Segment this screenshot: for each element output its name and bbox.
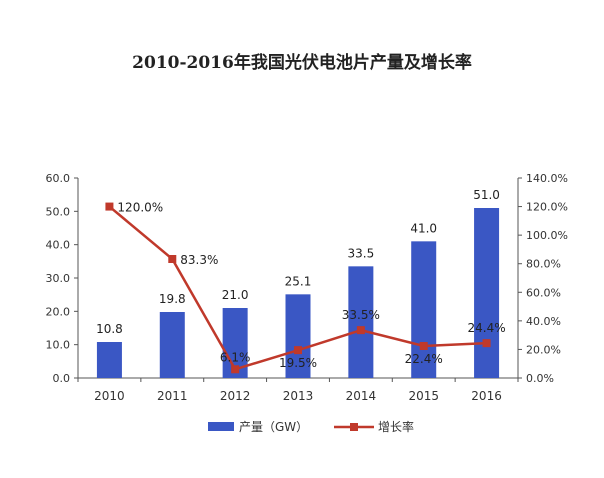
line-point bbox=[231, 365, 240, 374]
bar-value-label: 10.8 bbox=[96, 322, 123, 336]
ticks-layer: 0.0 10.0 20.0 30.0 40.0 50.0 60.0 0.0% 20.0% 40.0… bbox=[46, 172, 568, 403]
growth-value-label: 24.4% bbox=[468, 321, 506, 335]
bar bbox=[348, 266, 374, 378]
bar-value-label: 51.0 bbox=[473, 188, 500, 202]
bars-layer bbox=[96, 208, 500, 378]
line-point bbox=[294, 346, 302, 355]
right-tick-label: 100.0% bbox=[526, 229, 568, 242]
bar-value-label: 41.0 bbox=[410, 221, 437, 235]
x-tick-label: 2015 bbox=[408, 389, 439, 403]
x-tick-label: 2016 bbox=[471, 389, 502, 403]
growth-value-label: 19.5% bbox=[279, 356, 317, 370]
right-tick-label: 60.0% bbox=[526, 286, 561, 299]
data-labels-layer: 10.8 19.8 21.0 25.1 33.5 41.0 51.0 120.0% 83.3% 6… bbox=[96, 188, 506, 370]
growth-value-label: 33.5% bbox=[342, 308, 380, 322]
legend-bar-swatch bbox=[208, 422, 234, 431]
bar bbox=[285, 294, 311, 378]
bar bbox=[411, 241, 437, 378]
x-tick-label: 2010 bbox=[94, 389, 125, 403]
left-tick-label: 0.0 bbox=[53, 372, 71, 385]
bar bbox=[474, 208, 500, 378]
x-tick-label: 2012 bbox=[220, 389, 251, 403]
bar bbox=[96, 342, 122, 378]
x-tick-label: 2013 bbox=[283, 389, 314, 403]
left-tick-label: 40.0 bbox=[46, 239, 71, 252]
line-point bbox=[419, 342, 428, 350]
right-tick-label: 120.0% bbox=[526, 201, 568, 214]
line-point bbox=[356, 326, 365, 335]
line-point bbox=[482, 339, 491, 348]
right-tick-label: 40.0% bbox=[526, 315, 561, 328]
right-tick-label: 140.0% bbox=[526, 172, 568, 185]
line-layer bbox=[105, 202, 491, 374]
bar-value-label: 25.1 bbox=[285, 274, 312, 288]
x-tick-label: 2011 bbox=[157, 389, 188, 403]
left-tick-label: 30.0 bbox=[46, 272, 71, 285]
line-point bbox=[105, 202, 114, 211]
growth-value-label: 120.0% bbox=[117, 201, 163, 215]
growth-value-label: 83.3% bbox=[180, 253, 218, 267]
growth-value-label: 6.1% bbox=[220, 350, 251, 364]
right-tick-label: 0.0% bbox=[526, 372, 554, 385]
left-tick-label: 60.0 bbox=[46, 172, 71, 185]
left-tick-label: 10.0 bbox=[46, 339, 71, 352]
line-point bbox=[168, 255, 177, 263]
bar bbox=[159, 312, 185, 378]
right-tick-label: 80.0% bbox=[526, 258, 561, 271]
left-tick-label: 20.0 bbox=[46, 305, 71, 318]
growth-value-label: 22.4% bbox=[405, 352, 443, 366]
x-tick-label: 2014 bbox=[346, 389, 377, 403]
bar-value-label: 21.0 bbox=[222, 288, 249, 302]
bar-value-label: 33.5 bbox=[347, 246, 374, 260]
left-tick-label: 50.0 bbox=[46, 205, 71, 218]
legend: 产量（GW） 增长率 bbox=[208, 419, 414, 434]
chart-title: 2010-2016年我国光伏电池片产量及增长率 bbox=[132, 52, 472, 73]
right-tick-label: 20.0% bbox=[526, 343, 561, 356]
legend-line-label: 增长率 bbox=[378, 419, 414, 434]
legend-bar-label: 产量（GW） bbox=[239, 420, 308, 434]
legend-line-marker bbox=[350, 423, 358, 431]
bar-value-label: 19.8 bbox=[159, 292, 186, 306]
